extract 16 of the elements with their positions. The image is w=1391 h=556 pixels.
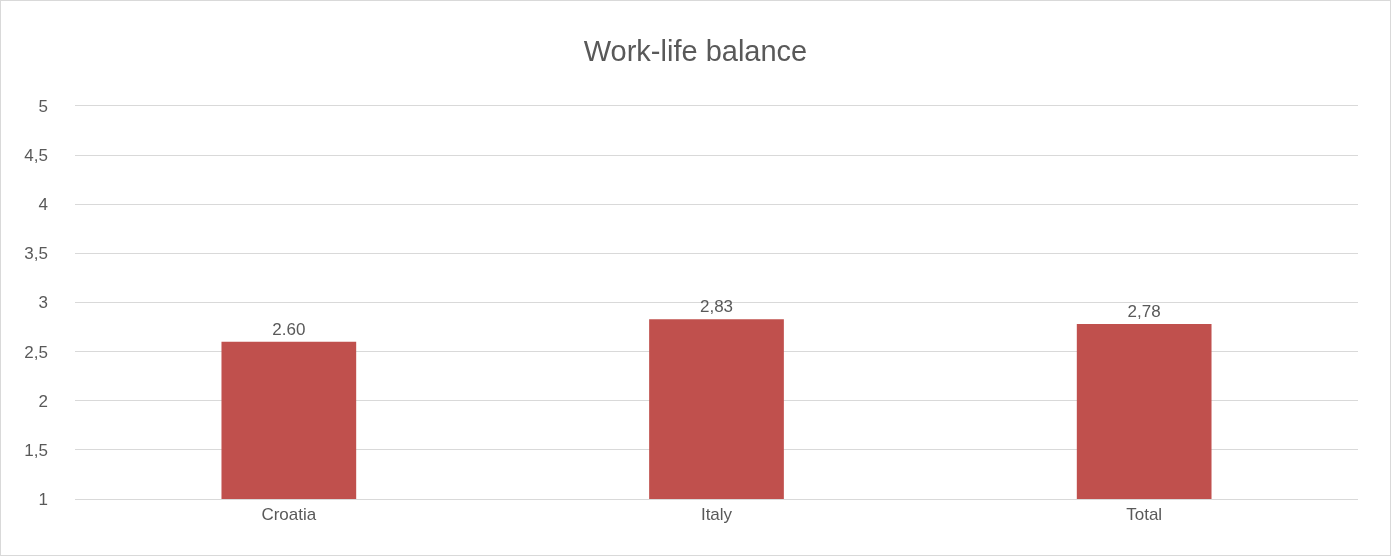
data-label: 2,83 — [699, 297, 734, 317]
data-label: 2.60 — [272, 319, 306, 339]
data-label: 2,78 — [1127, 302, 1161, 322]
x-tick-label: Total — [1126, 505, 1163, 525]
chart-title: Work-life balance — [583, 35, 808, 68]
y-tick-label: 1,5 — [24, 440, 48, 460]
y-tick-label: 5 — [38, 96, 48, 116]
y-tick-label: 3,5 — [24, 244, 48, 264]
y-tick-label: 4 — [38, 195, 48, 215]
y-tick-label: 4,5 — [24, 146, 48, 166]
x-tick-label: Croatia — [261, 505, 317, 525]
y-tick-label: 3 — [38, 293, 48, 313]
x-tick-label: Italy — [700, 505, 733, 525]
y-tick-label: 2 — [38, 391, 48, 411]
y-tick-label: 2,5 — [24, 342, 48, 362]
y-tick-label: 1 — [38, 489, 48, 509]
